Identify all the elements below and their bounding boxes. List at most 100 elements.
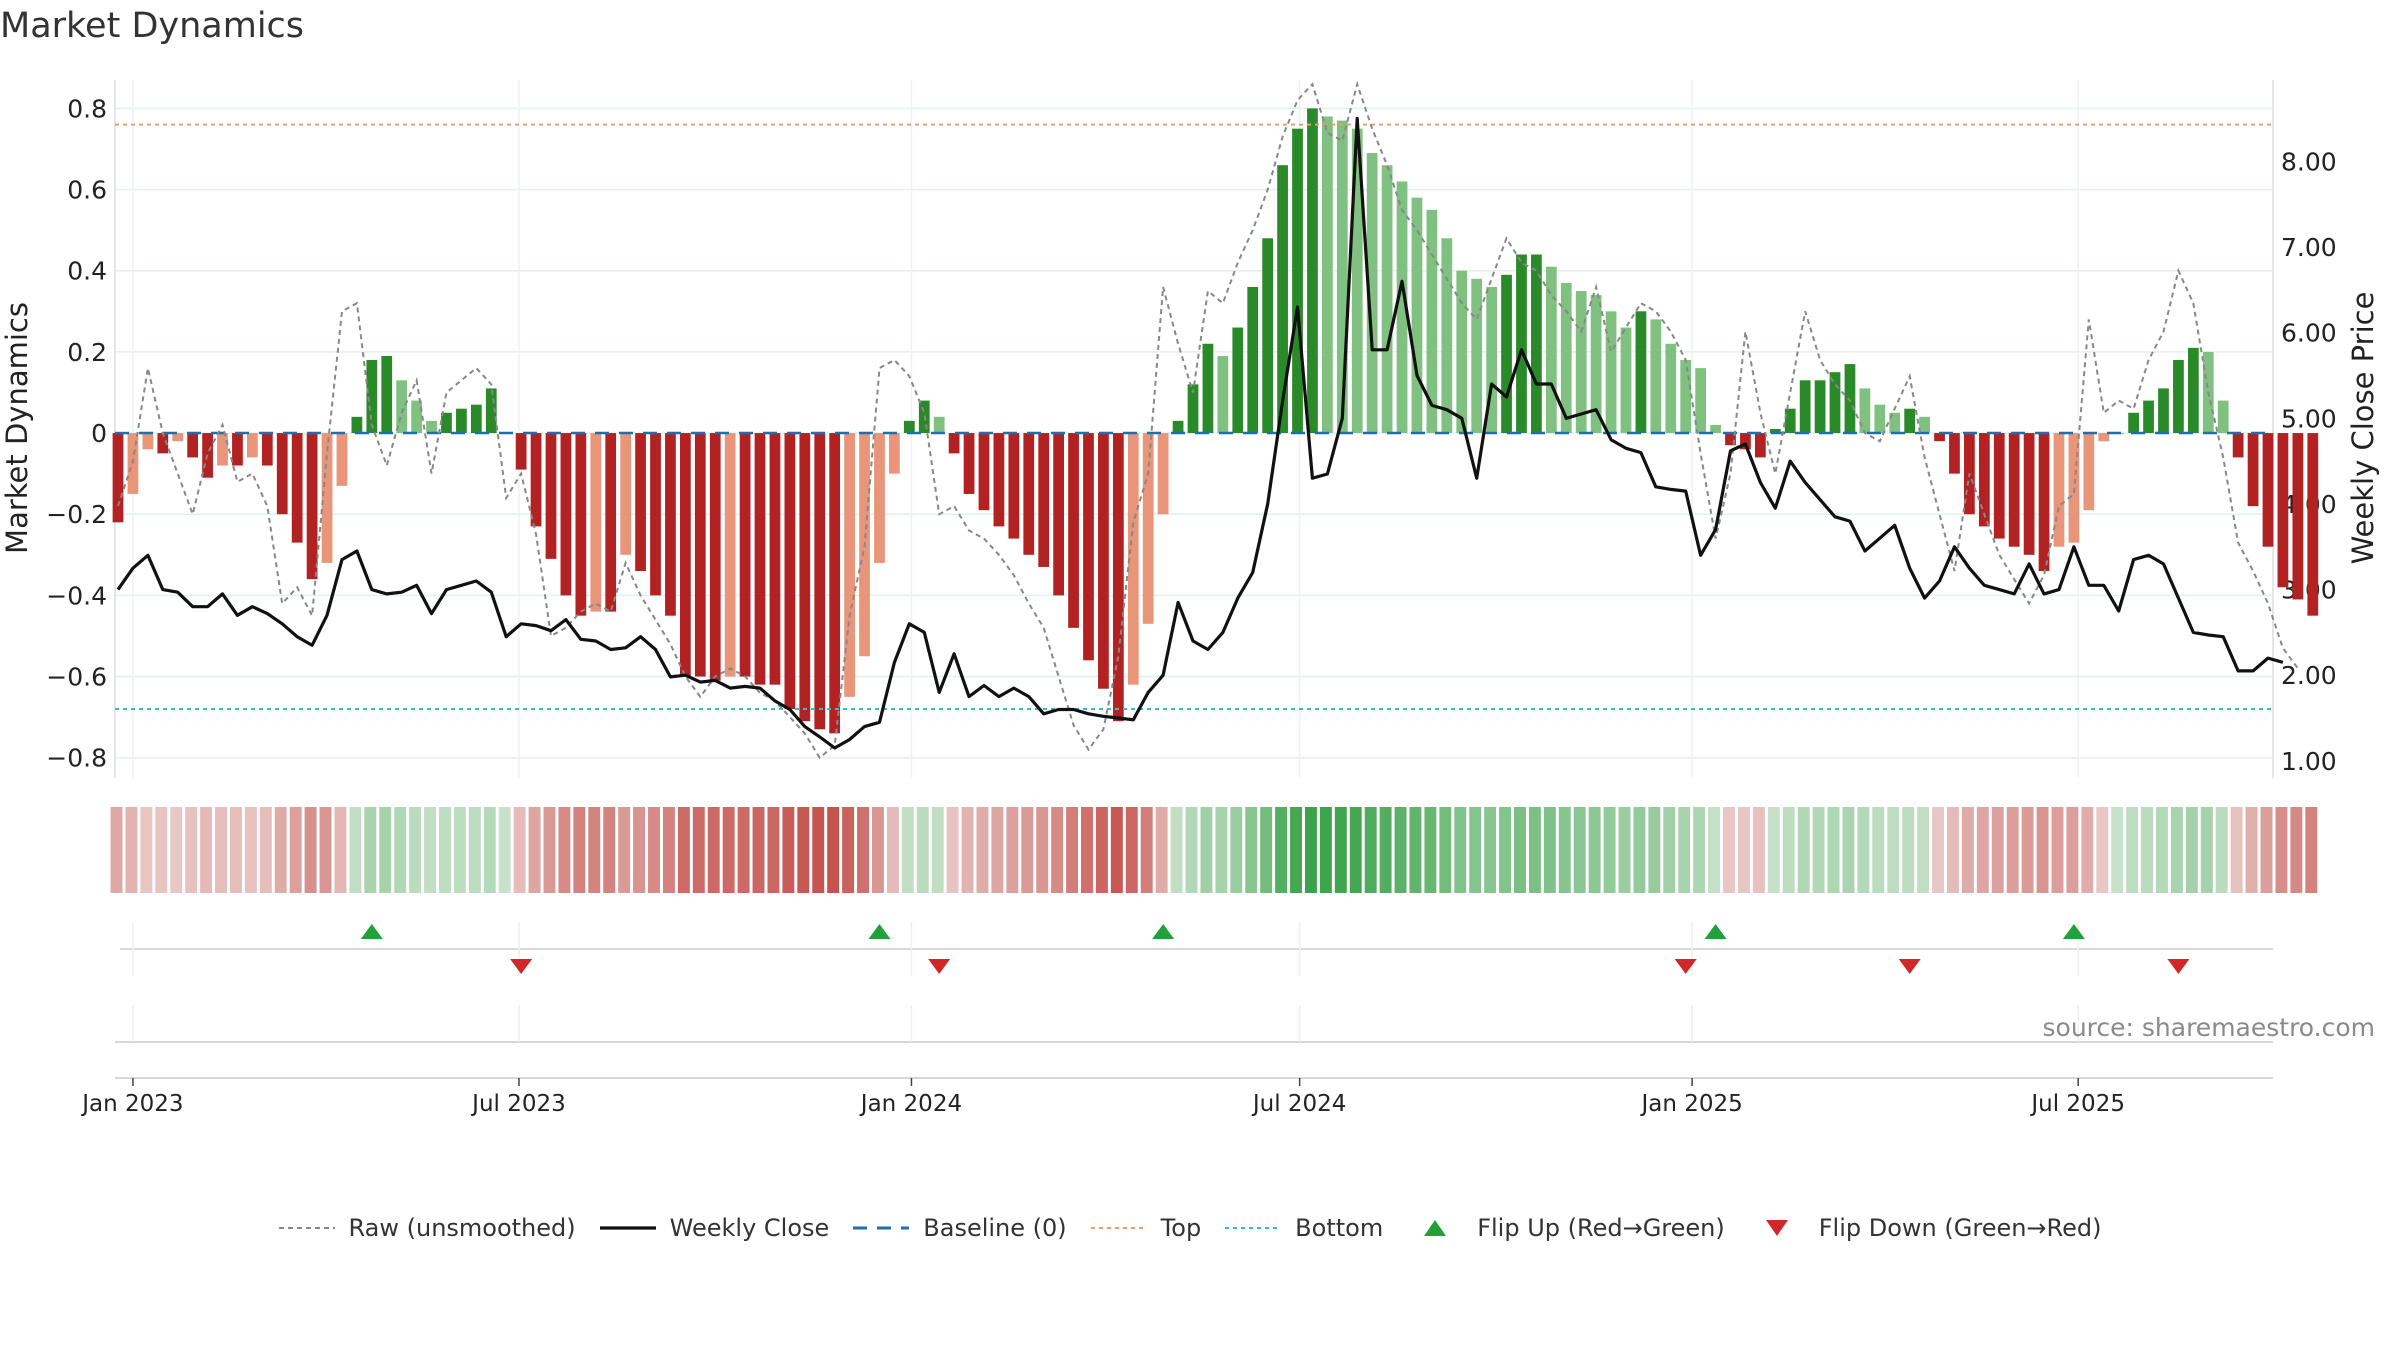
heat-cell [334, 807, 347, 893]
momentum-bar [1083, 433, 1094, 661]
heat-cell [1319, 807, 1332, 893]
momentum-bar [2262, 433, 2274, 547]
heat-cell [1946, 807, 1959, 893]
momentum-bar [187, 433, 199, 458]
heat-cell [1812, 807, 1825, 893]
left-axis-ticks: −0.8 −0.6 −0.4 −0.2 0 0.2 0.4 0.6 0.8 [46, 94, 107, 772]
momentum-bar [1187, 384, 1199, 434]
heat-cell [707, 807, 720, 893]
momentum-bar [1531, 254, 1542, 434]
momentum-bar [844, 433, 855, 697]
momentum-bar [2277, 433, 2289, 588]
momentum-bar [1844, 364, 1856, 434]
heat-cell [842, 807, 855, 893]
momentum-bar [515, 433, 527, 470]
heat-cell [1409, 807, 1422, 893]
momentum-bar [1904, 408, 1916, 434]
momentum-bar [903, 420, 915, 434]
flip-down-marker [928, 959, 951, 974]
y2-tick-label: 2.00 [2281, 661, 2337, 690]
momentum-bars [112, 108, 2319, 734]
momentum-bar [545, 433, 557, 559]
heat-cell [692, 807, 705, 893]
momentum-bar [2232, 433, 2244, 458]
momentum-bar [1262, 238, 1274, 434]
momentum-bar [112, 433, 124, 523]
heat-cell [2215, 807, 2228, 893]
heat-cell [1737, 807, 1750, 893]
heat-cell [782, 807, 795, 893]
momentum-bar [560, 433, 572, 596]
momentum-bar [2083, 433, 2095, 511]
heat-cell [603, 807, 616, 893]
momentum-bar [2143, 400, 2154, 434]
momentum-bar [157, 433, 169, 454]
flip-up-marker [1704, 924, 1727, 939]
legend-item-top: Top [1089, 1214, 1201, 1242]
momentum-bar [1575, 291, 1587, 434]
heat-cell [543, 807, 556, 893]
momentum-bar [605, 433, 617, 612]
flip-up-marker [868, 924, 891, 939]
momentum-bar [993, 433, 1005, 527]
momentum-bar [1112, 433, 1124, 722]
y-axis-label: Market Dynamics [0, 302, 34, 554]
heat-cell [722, 807, 735, 893]
heat-cell [244, 807, 257, 893]
heat-cell [1961, 807, 1974, 893]
heat-cell [1797, 807, 1810, 893]
momentum-bar [1053, 433, 1064, 596]
momentum-bar [232, 433, 243, 466]
heat-cell [1633, 807, 1646, 893]
weekly-close-line [116, 116, 2284, 750]
heat-cell [2305, 807, 2318, 893]
momentum-bar [1426, 209, 1438, 434]
heat-cell [468, 807, 481, 893]
momentum-bar [1859, 388, 1871, 434]
heat-cell [170, 807, 183, 893]
momentum-bar [1023, 433, 1035, 555]
legend-item-raw: Raw (unsmoothed) [277, 1214, 576, 1242]
momentum-bar [1516, 254, 1527, 434]
y-tick-label: −0.6 [46, 663, 107, 692]
heat-cell [1125, 807, 1138, 893]
heat-cell [2245, 807, 2258, 893]
momentum-bar [1396, 181, 1408, 434]
momentum-bar [1635, 311, 1647, 434]
y-tick-label: 0.6 [67, 176, 107, 205]
momentum-bar [1202, 343, 1214, 434]
heat-cell [752, 807, 765, 893]
heat-cell [2066, 807, 2079, 893]
heat-cell [588, 807, 601, 893]
y2-tick-label: 6.00 [2281, 319, 2337, 348]
heat-cell [1857, 807, 1870, 893]
legend: Raw (unsmoothed) Weekly Close Baseline (0)… [0, 1208, 2400, 1248]
legend-item-bottom: Bottom [1223, 1214, 1383, 1242]
y2-tick-label: 8.00 [2281, 147, 2337, 176]
momentum-bar [441, 412, 452, 434]
momentum-bar [814, 433, 826, 730]
heat-cell [1902, 807, 1915, 893]
heat-cell [453, 807, 466, 893]
momentum-bar [2053, 433, 2065, 547]
heat-cell [2170, 807, 2183, 893]
heat-cell [1095, 807, 1108, 893]
momentum-bar [1098, 433, 1109, 689]
momentum-bar [1560, 282, 1572, 434]
heat-cell [2141, 807, 2154, 893]
momentum-bar [1799, 380, 1811, 434]
heat-cell [498, 807, 511, 893]
heat-cell [1454, 807, 1467, 893]
momentum-bar [933, 416, 945, 434]
heat-strip [110, 807, 2318, 893]
heat-cell [2111, 807, 2124, 893]
momentum-bar [739, 433, 751, 677]
heat-cell [648, 807, 660, 893]
heat-cell [483, 807, 496, 893]
heat-cell [2126, 807, 2139, 893]
y-tick-label: 0.4 [67, 257, 107, 286]
x-tick-label: Jul 2025 [2029, 1091, 2125, 1117]
legend-label: Weekly Close [669, 1214, 830, 1242]
heat-cell [1140, 807, 1153, 893]
heat-cell [2185, 807, 2198, 893]
